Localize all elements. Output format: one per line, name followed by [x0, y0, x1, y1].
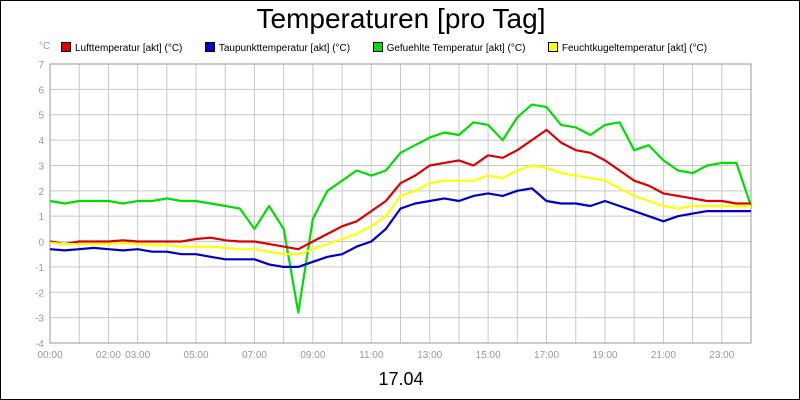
x-tick-label: 13:00	[417, 350, 442, 361]
y-tick-label: 2	[38, 187, 44, 198]
legend-item: Lufttemperatur [akt] (°C)	[61, 41, 183, 54]
y-tick-label: 6	[38, 85, 44, 96]
y-tick-label: -1	[35, 263, 44, 274]
legend-swatch	[204, 41, 215, 52]
axis-layer: -4 -3 -2 -1 0 1 2 3 4 5 6 7 00:00 02:00 03:00 05:00 07:0…	[35, 60, 752, 361]
legend-item: Gefuehlte Temperatur [akt] (°C)	[372, 41, 526, 54]
y-tick-label: 3	[38, 161, 44, 172]
y-tick-label: 4	[38, 136, 44, 147]
legend-swatch	[547, 41, 558, 52]
y-tick-label: 7	[38, 60, 44, 71]
x-tick-label: 02:00	[96, 350, 121, 361]
legend-swatch	[372, 41, 383, 52]
y-tick-label: -4	[35, 339, 44, 350]
x-tick-label: 07:00	[242, 350, 267, 361]
x-tick-label: 17:00	[534, 350, 559, 361]
y-tick-label: 5	[38, 111, 44, 122]
legend: Lufttemperatur [akt] (°C) Taupunkttemper…	[61, 39, 725, 54]
y-tick-label: 0	[38, 238, 44, 249]
x-tick-label: 00:00	[37, 350, 62, 361]
x-tick-label: 21:00	[651, 350, 676, 361]
x-tick-label: 05:00	[184, 350, 209, 361]
series-line-2	[49, 103, 753, 314]
x-tick-label: 15:00	[476, 350, 501, 361]
legend-label: Feuchtkugeltemperatur [akt] (°C)	[561, 42, 708, 54]
legend-label: Gefuehlte Temperatur [akt] (°C)	[386, 42, 526, 54]
legend-item: Taupunkttemperatur [akt] (°C)	[204, 41, 351, 54]
legend-label: Lufttemperatur [akt] (°C)	[75, 42, 183, 54]
x-tick-label: 03:00	[125, 350, 150, 361]
y-tick-label: -2	[35, 288, 44, 299]
series-line-0	[49, 128, 751, 251]
legend-swatch	[61, 41, 71, 52]
series-line-1	[49, 187, 751, 268]
x-tick-label: 09:00	[300, 350, 325, 361]
legend-label: Taupunkttemperatur [akt] (°C)	[218, 42, 351, 54]
legend-item: Feuchtkugeltemperatur [akt] (°C)	[547, 41, 708, 54]
chart-title: Temperaturen [pro Tag]	[256, 3, 546, 34]
y-unit-label: °C	[39, 41, 51, 52]
x-tick-label: 11:00	[359, 350, 384, 361]
series-layer	[49, 103, 753, 314]
y-tick-label: 1	[38, 212, 44, 223]
grid-layer	[49, 63, 752, 344]
x-tick-label: 23:00	[709, 350, 734, 361]
y-tick-label: -3	[35, 314, 44, 325]
date-label: 17.04	[378, 369, 424, 389]
x-tick-label: 19:00	[592, 350, 617, 361]
series-line-3	[49, 164, 751, 256]
